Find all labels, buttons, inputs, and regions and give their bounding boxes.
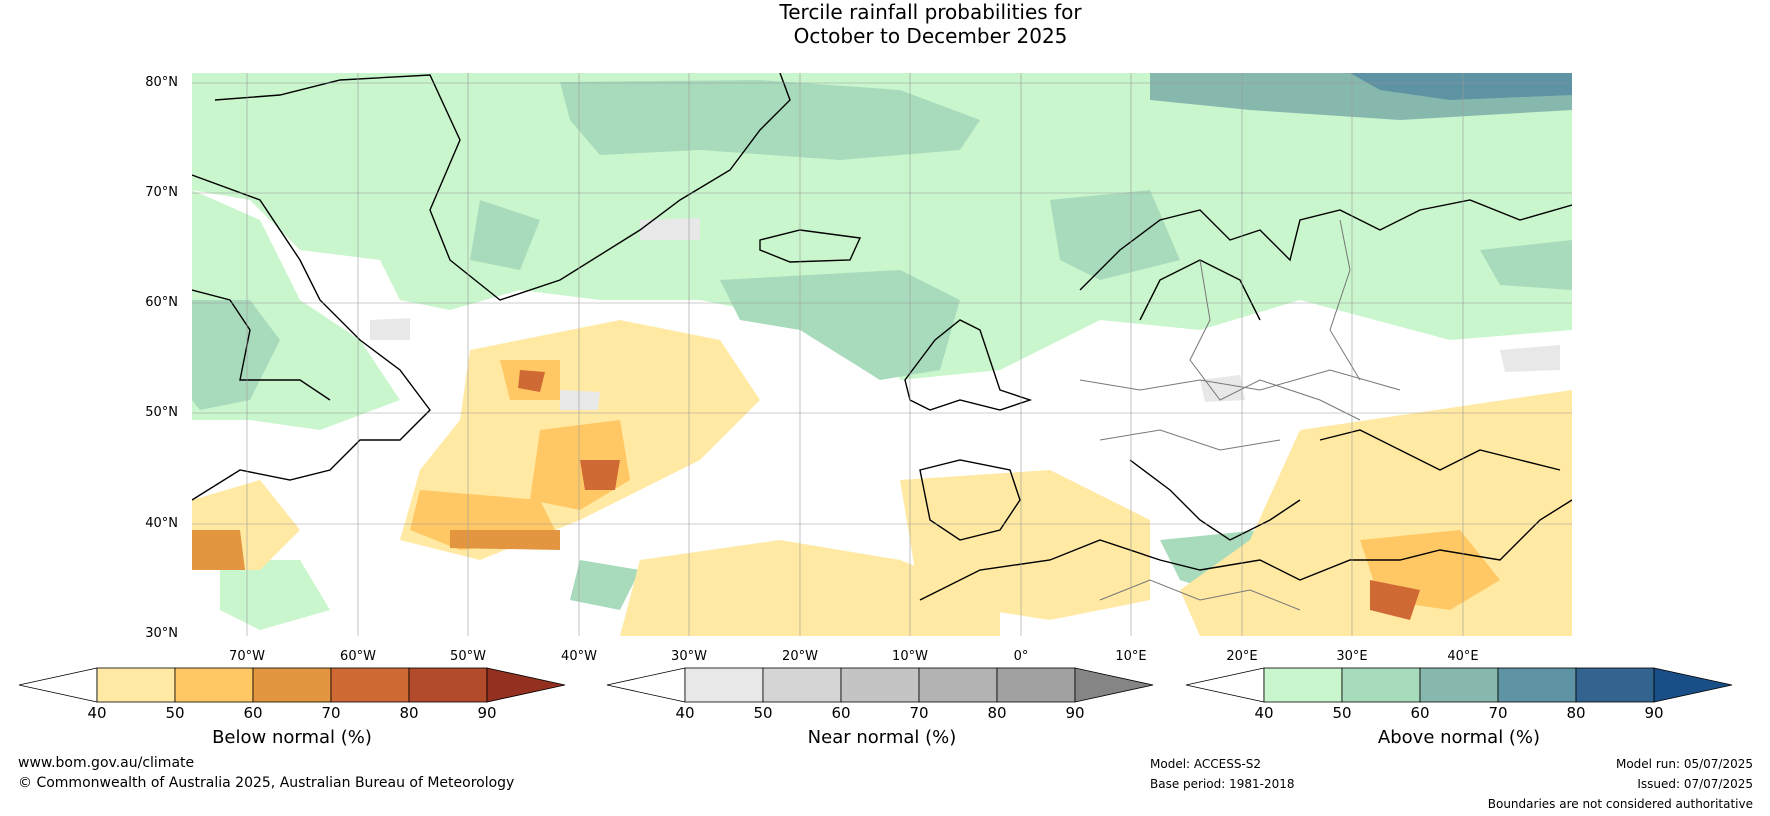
above-colorbar-segment xyxy=(1263,667,1343,703)
above-colorbar-segment xyxy=(1575,667,1655,703)
below-tick-70: 70 xyxy=(321,704,341,722)
above-colorbar-extend-low xyxy=(1185,667,1265,703)
gridlines xyxy=(192,73,1572,636)
near-colorbar-segment xyxy=(684,667,764,703)
map-title: Tercile rainfall probabilities for Octob… xyxy=(0,0,1770,48)
above-tick-40: 40 xyxy=(1254,704,1274,722)
below-colorbar-segment xyxy=(408,667,488,703)
below-colorbar-segment xyxy=(330,667,410,703)
below-colorbar-segment xyxy=(174,667,254,703)
lat-label-60n: 60°N xyxy=(145,295,178,310)
near-normal-shading xyxy=(370,218,1560,410)
colorbar-below-normal xyxy=(18,667,566,703)
title-line-1: Tercile rainfall probabilities for xyxy=(779,0,1082,24)
below-tick-50: 50 xyxy=(165,704,185,722)
below-normal-shading xyxy=(192,320,1572,636)
below-normal-label: Below normal (%) xyxy=(212,727,372,748)
website-link[interactable]: www.bom.gov.au/climate xyxy=(18,755,195,771)
above-colorbar-segment xyxy=(1419,667,1499,703)
map-area xyxy=(192,73,1572,636)
lon-label-40e: 40°E xyxy=(1447,649,1479,664)
near-normal-label: Near normal (%) xyxy=(807,727,957,748)
lon-label-60w: 60°W xyxy=(340,649,376,664)
above-colorbar-extend-high xyxy=(1653,667,1733,703)
lon-label-10e: 10°E xyxy=(1115,649,1147,664)
near-tick-80: 80 xyxy=(987,704,1007,722)
below-tick-80: 80 xyxy=(399,704,419,722)
near-tick-50: 50 xyxy=(753,704,773,722)
copyright-text: © Commonwealth of Australia 2025, Austra… xyxy=(18,775,515,791)
below-colorbar-extend-high xyxy=(486,667,566,703)
near-tick-40: 40 xyxy=(675,704,695,722)
lon-label-0: 0° xyxy=(1013,649,1029,664)
issued-text: Issued: 07/07/2025 xyxy=(1637,777,1753,791)
below-colorbar-segment xyxy=(96,667,176,703)
lat-label-40n: 40°N xyxy=(145,516,178,531)
above-colorbar-segment xyxy=(1341,667,1421,703)
disclaimer-text: Boundaries are not considered authoritat… xyxy=(1487,797,1753,811)
lat-label-70n: 70°N xyxy=(145,185,178,200)
lat-label-80n: 80°N xyxy=(145,75,178,90)
above-tick-90: 90 xyxy=(1644,704,1664,722)
near-tick-60: 60 xyxy=(831,704,851,722)
above-normal-label: Above normal (%) xyxy=(1377,727,1541,748)
model-text: Model: ACCESS-S2 xyxy=(1150,757,1262,771)
base-period-text: Base period: 1981-2018 xyxy=(1150,777,1295,791)
colorbar-above-normal xyxy=(1185,667,1733,703)
lon-label-40w: 40°W xyxy=(561,649,597,664)
lon-label-50w: 50°W xyxy=(450,649,486,664)
near-colorbar-segment xyxy=(996,667,1076,703)
lon-label-30w: 30°W xyxy=(671,649,707,664)
coastlines xyxy=(192,73,1572,601)
title-line-2: October to December 2025 xyxy=(793,24,1068,48)
near-tick-90: 90 xyxy=(1065,704,1085,722)
near-tick-70: 70 xyxy=(909,704,929,722)
near-colorbar-extend-low xyxy=(606,667,686,703)
above-colorbar-segment xyxy=(1497,667,1577,703)
below-colorbar-extend-low xyxy=(18,667,98,703)
lat-label-30n: 30°N xyxy=(145,626,178,641)
below-tick-60: 60 xyxy=(243,704,263,722)
lon-label-30e: 30°E xyxy=(1336,649,1368,664)
below-colorbar-segment xyxy=(252,667,332,703)
below-tick-90: 90 xyxy=(477,704,497,722)
near-colorbar-extend-high xyxy=(1074,667,1154,703)
country-borders xyxy=(1079,219,1401,611)
near-colorbar-segment xyxy=(762,667,842,703)
lon-label-10w: 10°W xyxy=(892,649,928,664)
near-colorbar-segment xyxy=(840,667,920,703)
near-colorbar-segment xyxy=(918,667,998,703)
above-tick-50: 50 xyxy=(1332,704,1352,722)
lat-label-50n: 50°N xyxy=(145,405,178,420)
above-tick-60: 60 xyxy=(1410,704,1430,722)
model-run-text: Model run: 05/07/2025 xyxy=(1615,757,1753,771)
colorbar-near-normal xyxy=(606,667,1154,703)
above-tick-70: 70 xyxy=(1488,704,1508,722)
lon-label-20w: 20°W xyxy=(782,649,818,664)
lon-label-20e: 20°E xyxy=(1226,649,1258,664)
above-tick-80: 80 xyxy=(1566,704,1586,722)
lon-label-70w: 70°W xyxy=(229,649,265,664)
below-tick-40: 40 xyxy=(87,704,107,722)
